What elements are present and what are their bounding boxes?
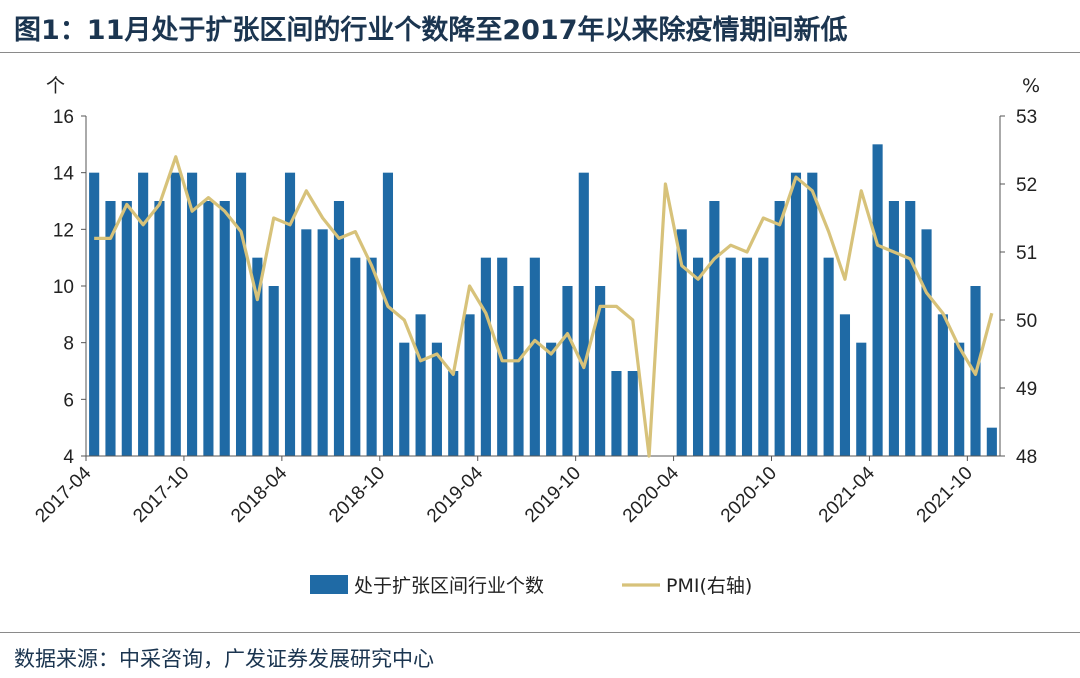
bar-2019-10 bbox=[578, 172, 589, 457]
bar-2019-06 bbox=[513, 286, 524, 456]
bar-2017-12 bbox=[219, 201, 230, 456]
chart-title: 图1：11月处于扩张区间的行业个数降至2017年以来除疫情期间新低 bbox=[14, 15, 848, 46]
x-tick-label: 2019-04 bbox=[423, 462, 487, 526]
bar-2017-06 bbox=[121, 201, 132, 456]
legend: 处于扩张区间行业个数 PMI(右轴) bbox=[310, 575, 752, 597]
x-tick-label: 2021-04 bbox=[815, 462, 879, 526]
bar-2017-09 bbox=[170, 172, 181, 457]
bar-2021-08 bbox=[937, 314, 948, 456]
bar-2019-12 bbox=[611, 371, 622, 456]
legend-bar-swatch bbox=[310, 575, 348, 594]
bar-2019-08 bbox=[546, 342, 557, 456]
bar-2018-04 bbox=[284, 172, 296, 457]
bar-2017-07 bbox=[138, 172, 149, 457]
right-tick-label: 48 bbox=[1016, 447, 1037, 468]
bar-2019-03 bbox=[464, 314, 475, 456]
bar-2020-11 bbox=[790, 172, 802, 457]
bar-2020-09 bbox=[758, 257, 769, 456]
left-tick-label: 6 bbox=[63, 390, 74, 411]
left-tick-label: 8 bbox=[63, 334, 74, 355]
source-note: 数据来源：中采咨询，广发证券发展研究中心 bbox=[14, 647, 434, 671]
bar-2019-04 bbox=[480, 257, 491, 456]
bar-2017-04 bbox=[89, 172, 100, 457]
bar-2020-04 bbox=[676, 229, 687, 456]
bar-2021-05 bbox=[888, 201, 899, 456]
source-divider bbox=[0, 632, 1080, 633]
right-tick-label: 53 bbox=[1016, 107, 1037, 128]
x-tick-label: 2020-04 bbox=[619, 462, 683, 526]
bar-2017-10 bbox=[187, 172, 198, 457]
bar-2017-08 bbox=[154, 201, 165, 456]
right-tick-label: 52 bbox=[1016, 175, 1037, 196]
bar-2019-01 bbox=[431, 342, 442, 456]
title-divider bbox=[0, 52, 1080, 53]
bar-2018-05 bbox=[301, 229, 312, 456]
right-tick-label: 51 bbox=[1016, 243, 1037, 264]
bar-2018-06 bbox=[317, 229, 328, 456]
right-tick-label: 50 bbox=[1016, 311, 1037, 332]
bar-2019-11 bbox=[595, 286, 606, 456]
bar-2021-01 bbox=[823, 257, 834, 456]
x-tick-label: 2017-04 bbox=[31, 462, 95, 526]
bar-2018-09 bbox=[366, 257, 377, 456]
bar-2019-02 bbox=[448, 371, 459, 456]
bar-2020-08 bbox=[741, 257, 753, 456]
bar-2018-10 bbox=[382, 172, 394, 457]
bar-2018-07 bbox=[333, 201, 345, 456]
bar-2021-11 bbox=[986, 427, 997, 456]
left-tick-label: 10 bbox=[53, 277, 74, 298]
x-tick-label: 2018-04 bbox=[227, 462, 291, 526]
bar-2018-02 bbox=[252, 257, 263, 456]
bar-2020-12 bbox=[807, 172, 818, 457]
left-tick-label: 16 bbox=[53, 107, 74, 128]
x-tick-label: 2021-10 bbox=[913, 463, 977, 527]
left-axis-unit: 个 bbox=[46, 75, 65, 97]
bar-2019-09 bbox=[562, 286, 573, 456]
bar-2021-02 bbox=[839, 314, 851, 456]
bar-2021-06 bbox=[905, 201, 916, 456]
x-tick-label: 2018-10 bbox=[325, 463, 389, 527]
axes bbox=[81, 115, 1005, 461]
bar-2017-05 bbox=[105, 201, 116, 456]
left-tick-label: 14 bbox=[53, 164, 75, 185]
right-axis-unit: % bbox=[1022, 75, 1040, 97]
bar-2018-08 bbox=[350, 257, 361, 456]
bar-2018-11 bbox=[399, 342, 410, 456]
bar-2021-04 bbox=[872, 144, 883, 456]
bar-2020-10 bbox=[774, 201, 785, 456]
bar-2020-06 bbox=[709, 201, 720, 456]
bar-2019-07 bbox=[529, 257, 540, 456]
bar-2020-05 bbox=[692, 257, 704, 456]
legend-bar-label: 处于扩张区间行业个数 bbox=[354, 575, 544, 597]
bar-2021-07 bbox=[921, 229, 932, 456]
bar-2018-12 bbox=[415, 314, 426, 456]
line-series bbox=[94, 155, 994, 458]
legend-line-label: PMI(右轴) bbox=[666, 575, 752, 597]
bar-series bbox=[89, 144, 997, 457]
x-tick-label: 2019-10 bbox=[521, 463, 585, 527]
x-tick-label: 2017-10 bbox=[129, 463, 193, 527]
left-tick-label: 4 bbox=[63, 447, 74, 468]
bar-2017-11 bbox=[203, 201, 214, 456]
left-tick-label: 12 bbox=[53, 220, 74, 241]
right-tick-label: 49 bbox=[1016, 379, 1037, 400]
bar-2021-09 bbox=[954, 342, 965, 456]
pmi-line bbox=[94, 155, 994, 458]
x-tick-label: 2020-10 bbox=[717, 463, 781, 527]
bar-2018-03 bbox=[268, 286, 279, 456]
bar-2020-07 bbox=[725, 257, 736, 456]
bar-2021-03 bbox=[856, 342, 867, 456]
chart-canvas: 4 6 8 10 12 14 16 48 49 50 51 52 53 个 % 2017-04 2017-10 2… bbox=[31, 75, 1040, 597]
bar-2018-01 bbox=[235, 172, 247, 457]
bar-2020-01 bbox=[627, 371, 638, 456]
